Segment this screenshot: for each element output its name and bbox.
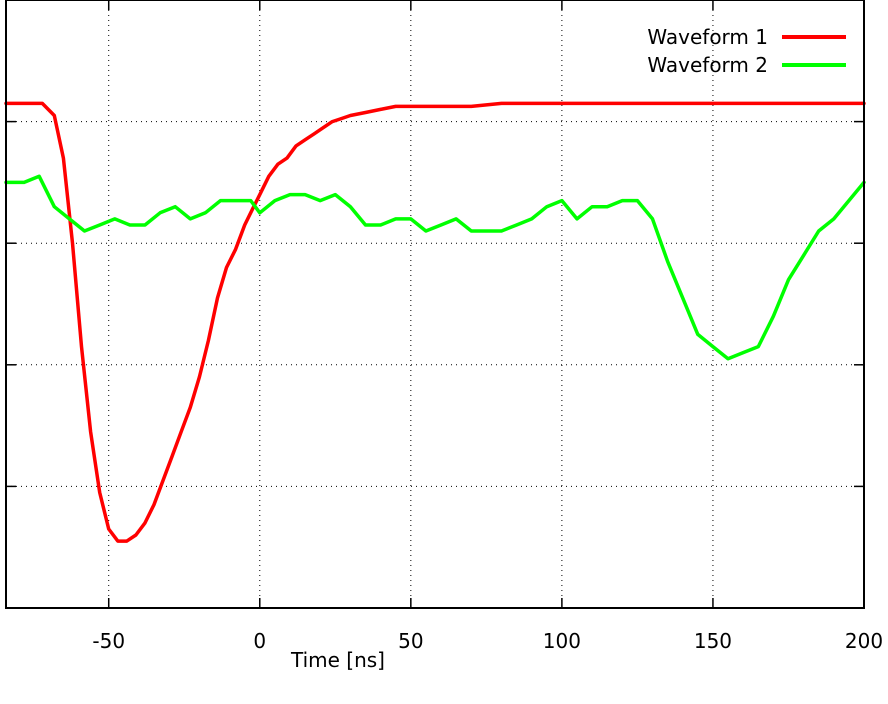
plot-frame	[5, 0, 865, 609]
series-lines	[4, 101, 866, 543]
x-tick-label: 50	[398, 629, 423, 653]
legend-label-1: Waveform 1	[647, 25, 768, 49]
x-tick-label: -50	[92, 629, 125, 653]
grid-lines	[6, 0, 865, 608]
series-line-2	[4, 174, 866, 361]
legend-label-2: Waveform 2	[647, 53, 768, 77]
x-tick-label: 200	[845, 629, 883, 653]
axis-ticks: -50 0 50 100 150 200	[6, 0, 883, 653]
legend: Waveform 1 Waveform 2	[647, 25, 846, 77]
x-tick-label: 150	[694, 629, 732, 653]
x-tick-label: 100	[543, 629, 581, 653]
series-line-1	[4, 101, 866, 543]
x-tick-label: 0	[253, 629, 266, 653]
plot-border	[5, 0, 865, 609]
x-axis-label: Time [ns]	[290, 648, 385, 672]
